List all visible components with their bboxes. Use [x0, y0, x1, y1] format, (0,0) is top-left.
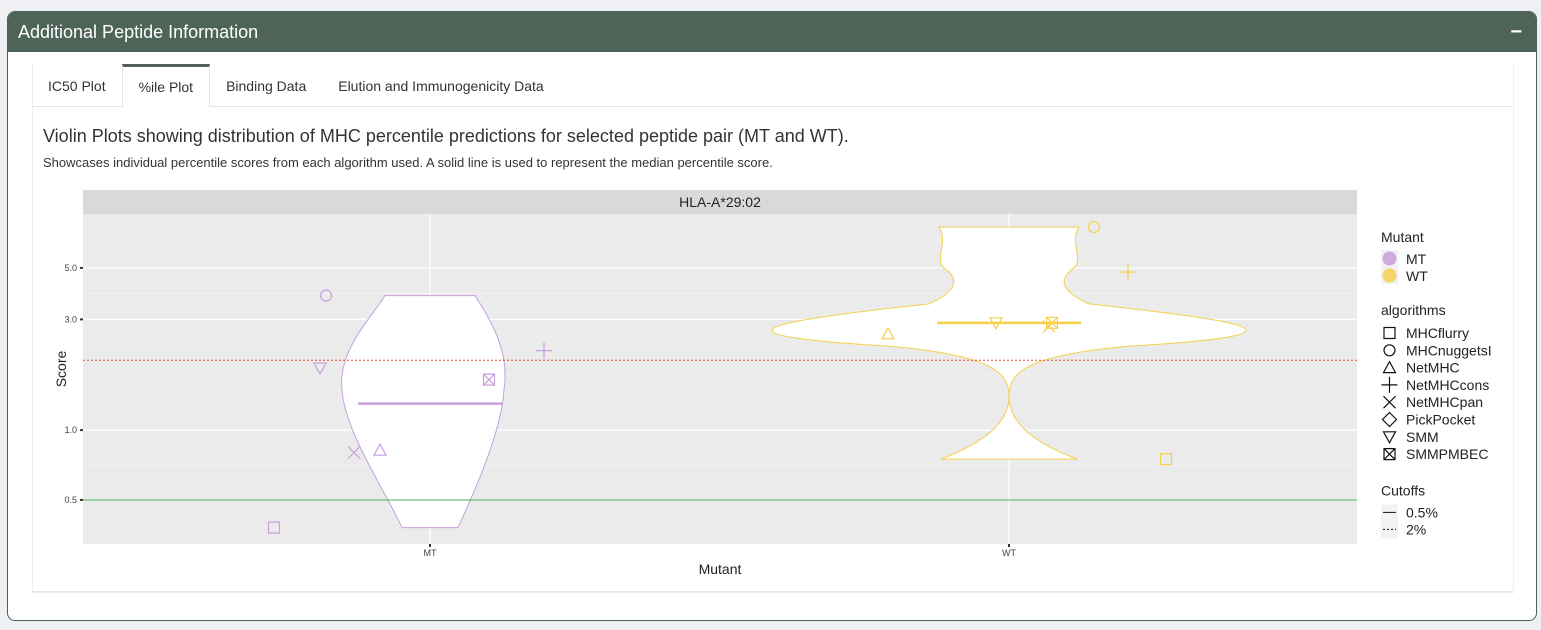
plot-panel — [83, 214, 1357, 544]
x-axis-title: Mutant — [699, 561, 742, 577]
legend-algorithm-label: SMMPMBEC — [1406, 446, 1488, 462]
point-wt-netmhc — [880, 326, 896, 340]
point-wt-netmhccons — [1120, 264, 1136, 281]
legend-square-x-icon — [1383, 448, 1396, 461]
legend-algorithm-label: NetMHCpan — [1406, 394, 1483, 410]
legend-swatch-mt — [1382, 251, 1397, 266]
point-mt-mhcflurry — [267, 521, 281, 534]
legend-plus-icon — [1381, 376, 1398, 393]
point-mt-netmhcpan — [347, 446, 361, 460]
plot-heading: Violin Plots showing distribution of MHC… — [43, 126, 849, 146]
point-wt-smmpmbec — [1045, 316, 1059, 329]
tab-panel — [32, 64, 1514, 593]
legend-algorithm-label: NetMHCcons — [1406, 377, 1489, 393]
legend-algorithm-label: MHCnuggetsI — [1406, 342, 1492, 358]
x-tick-label: WT — [1002, 548, 1016, 558]
legend-cross-icon — [1383, 395, 1396, 409]
y-tick-label: 5.0 — [64, 263, 77, 273]
tab-percentile-plot[interactable]: %ile Plot — [121, 64, 211, 107]
facet-strip — [83, 190, 1357, 214]
legend-mutant-label: WT — [1406, 268, 1428, 284]
legend-algorithm-label: SMM — [1406, 429, 1439, 445]
tab-elution-immunogenicity-data[interactable]: Elution and Immunogenicity Data — [338, 78, 544, 94]
point-mt-mhcnuggetsi — [319, 289, 333, 302]
facet-title: HLA-A*29:02 — [679, 194, 761, 210]
legend-algorithms-title: algorithms — [1381, 302, 1446, 318]
y-tick-label: 0.5 — [64, 495, 77, 505]
violin-mt — [341, 295, 506, 529]
box-header: Additional Peptide Information − — [8, 12, 1536, 52]
plot-subheading: Showcases individual percentile scores f… — [43, 155, 773, 170]
violin-plot: HLA-A*29:020.51.03.05.0MT WTMutantScoreMu… — [53, 190, 1492, 577]
box-title: Additional Peptide Information — [18, 21, 259, 42]
tab-binding-data[interactable]: Binding Data — [226, 78, 307, 94]
panel-bottom-border — [32, 591, 1513, 592]
legend-triangle-icon — [1382, 360, 1397, 374]
legend-key-bg — [1381, 504, 1398, 522]
point-mt-netmhccons — [536, 342, 552, 359]
y-axis-title: Score — [53, 351, 69, 388]
legend-key-bg — [1381, 521, 1398, 539]
point-mt-smm — [312, 362, 328, 376]
legend-algorithm-label: MHCflurry — [1406, 325, 1469, 341]
y-tick-label: 1.0 — [64, 425, 77, 435]
legend-triangle-down-icon — [1382, 431, 1397, 445]
point-wt-mhcflurry — [1159, 452, 1173, 466]
legend-square-icon — [1383, 326, 1396, 340]
legend-swatch-wt — [1382, 268, 1397, 283]
legend-algorithm-label: NetMHC — [1406, 360, 1460, 376]
point-mt-netmhc — [372, 442, 388, 456]
legend-cutoffs-title: Cutoffs — [1381, 482, 1425, 498]
legend-mutant-title: Mutant — [1381, 229, 1424, 245]
legend-circle-icon — [1383, 344, 1396, 357]
point-wt-mhcnuggetsi — [1087, 220, 1101, 234]
legend-diamond-icon — [1381, 411, 1398, 428]
y-tick-label: 3.0 — [64, 314, 77, 324]
tab-bar: IC50 Plot %ile Plot Binding Data Elution… — [32, 64, 1512, 107]
collapse-button[interactable]: − — [1510, 21, 1522, 43]
legend-mutant-label: MT — [1406, 251, 1427, 267]
tab-ic50-plot[interactable]: IC50 Plot — [48, 78, 106, 94]
x-tick-label: MT — [424, 548, 437, 558]
point-mt-smmpmbec — [482, 373, 496, 386]
legend-cutoff-label: 0.5% — [1406, 504, 1438, 520]
violin-wt — [771, 226, 1247, 460]
legend-cutoff-label: 2% — [1406, 521, 1426, 537]
point-wt-smm — [988, 317, 1004, 331]
legend-algorithm-label: PickPocket — [1406, 412, 1475, 428]
additional-peptide-info-box: Additional Peptide Information − IC50 Pl… — [7, 11, 1537, 621]
